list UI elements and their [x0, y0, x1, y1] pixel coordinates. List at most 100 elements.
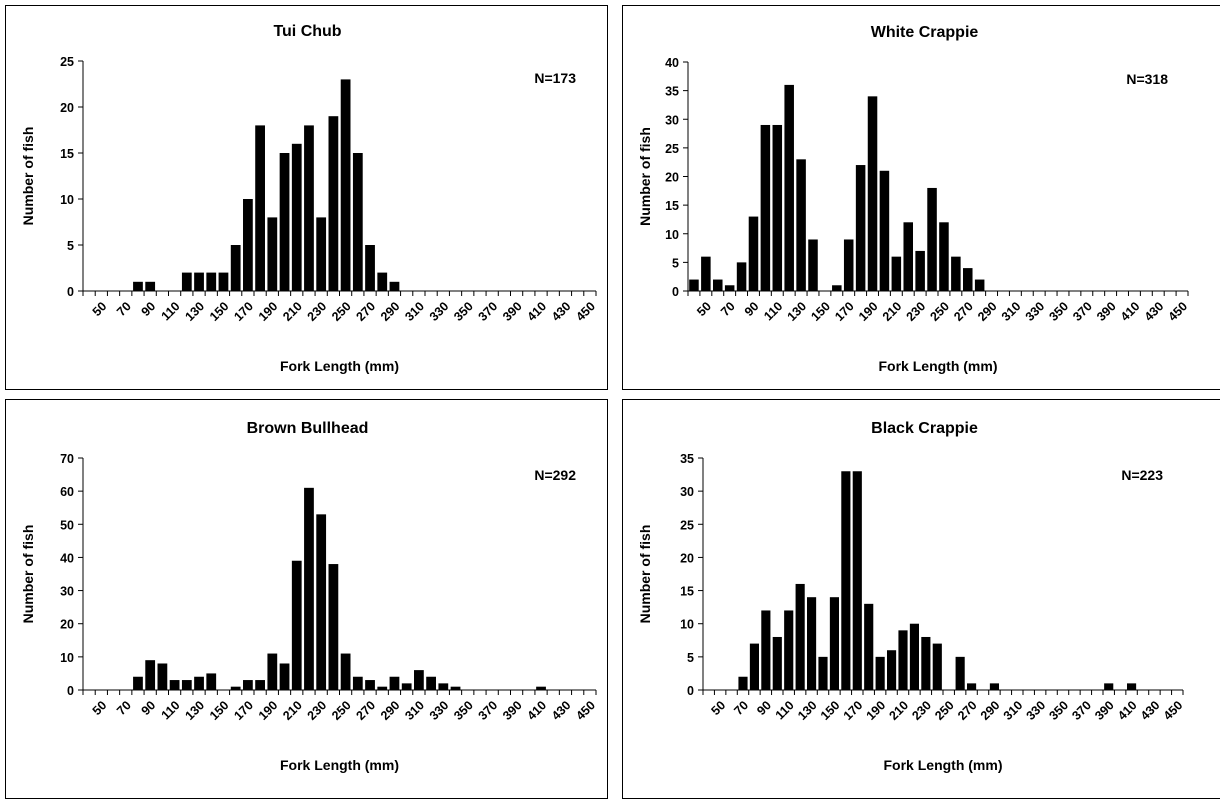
- bar-60mm: [713, 279, 723, 291]
- y-tick-label: 15: [680, 585, 694, 599]
- x-tick-label: 270: [354, 299, 379, 324]
- bar-80mm: [133, 281, 143, 291]
- bar-130mm: [796, 159, 806, 291]
- bar-320mm: [426, 676, 436, 690]
- bar-130mm: [194, 676, 204, 690]
- bar-180mm: [255, 680, 265, 690]
- bar-180mm: [855, 165, 866, 291]
- sample-size-label: N=173: [534, 70, 576, 86]
- x-tick-label: 230: [305, 299, 330, 324]
- y-tick-label: 10: [60, 651, 74, 665]
- bar-160mm: [832, 285, 842, 291]
- x-tick-label: 310: [999, 299, 1024, 324]
- x-tick-label: 310: [402, 698, 427, 723]
- bar-160mm: [230, 686, 241, 690]
- x-tick-label: 430: [1138, 698, 1163, 723]
- bar-330mm: [438, 683, 449, 690]
- bar-160mm: [841, 471, 851, 690]
- chart-title: Black Crappie: [871, 420, 978, 437]
- y-tick-label: 35: [680, 452, 694, 466]
- bar-170mm: [852, 471, 862, 690]
- bar-220mm: [304, 487, 314, 690]
- bar-190mm: [267, 217, 278, 291]
- y-tick-label: 70: [60, 452, 74, 466]
- bar-70mm: [738, 676, 748, 690]
- x-tick-label: 290: [975, 299, 1000, 324]
- y-tick-label: 10: [665, 228, 679, 242]
- bar-120mm: [181, 272, 192, 291]
- y-axis-label: Number of fish: [637, 525, 653, 624]
- x-axis-label: Fork Length (mm): [884, 757, 1003, 773]
- bar-120mm: [784, 84, 794, 292]
- x-tick-label: 70: [114, 299, 134, 319]
- x-tick-label: 190: [256, 299, 281, 324]
- bar-220mm: [903, 222, 913, 291]
- y-tick-label: 40: [60, 551, 74, 565]
- chart-panel-brown-bullhead: Brown Bullhead Number of fish Fork Length …: [5, 399, 608, 799]
- bar-210mm: [891, 256, 902, 291]
- x-tick-label: 150: [207, 299, 232, 324]
- x-tick-label: 290: [378, 698, 403, 723]
- x-tick-label: 390: [1092, 698, 1117, 723]
- chart-title: White Crappie: [871, 24, 979, 41]
- y-tick-label: 35: [665, 85, 679, 99]
- x-tick-label: 270: [955, 698, 980, 723]
- bar-210mm: [291, 560, 302, 690]
- chart-panel-white-crappie: White Crappie Number of fish Fork Length (…: [622, 5, 1220, 390]
- bar-220mm: [304, 125, 314, 292]
- bar-230mm: [921, 636, 931, 690]
- y-tick-label: 30: [60, 585, 74, 599]
- bar-410mm: [536, 686, 546, 690]
- x-tick-label: 290: [978, 698, 1003, 723]
- y-tick-label: 40: [665, 56, 679, 70]
- y-tick-label: 0: [67, 285, 74, 299]
- y-axis-label: Number of fish: [20, 127, 36, 226]
- x-tick-label: 90: [139, 299, 159, 319]
- chart-title: Tui Chub: [273, 23, 341, 40]
- bar-290mm: [989, 683, 999, 690]
- x-tick-label: 250: [927, 299, 952, 324]
- bar-260mm: [352, 676, 363, 690]
- x-tick-label: 50: [90, 299, 110, 319]
- bar-170mm: [843, 239, 854, 291]
- x-tick-label: 250: [329, 299, 354, 324]
- x-tick-label: 70: [718, 299, 738, 319]
- bar-300mm: [401, 683, 412, 690]
- bar-240mm: [932, 643, 942, 690]
- y-tick-label: 5: [672, 256, 679, 270]
- bar-110mm: [784, 610, 794, 690]
- bar-270mm: [365, 680, 375, 690]
- bar-270mm: [963, 268, 973, 291]
- x-tick-label: 430: [549, 299, 574, 324]
- y-tick-label: 20: [680, 551, 694, 565]
- x-tick-label: 390: [1094, 299, 1119, 324]
- bar-100mm: [157, 663, 168, 690]
- histogram-tui-chub: Tui Chub Number of fish Fork Length (mm) N=…: [20, 23, 598, 374]
- chart-title: Brown Bullhead: [247, 420, 369, 437]
- bar-110mm: [772, 124, 783, 291]
- bar-390mm: [1104, 683, 1114, 690]
- y-tick-label: 20: [60, 101, 74, 115]
- bar-120mm: [181, 680, 192, 690]
- bar-410mm: [1127, 683, 1137, 690]
- x-axis-label: Fork Length (mm): [280, 358, 399, 374]
- bar-270mm: [365, 245, 375, 291]
- y-tick-label: 25: [60, 55, 74, 69]
- x-tick-label: 370: [1069, 698, 1094, 723]
- chart-panel-black-crappie: Black Crappie Number of fish Fork Length (…: [622, 399, 1220, 799]
- y-tick-label: 0: [67, 684, 74, 698]
- bar-190mm: [875, 656, 885, 690]
- bar-200mm: [279, 663, 290, 690]
- x-tick-label: 50: [694, 299, 714, 319]
- histogram-black-crappie: Black Crappie Number of fish Fork Length (…: [637, 420, 1185, 773]
- bar-40mm: [689, 279, 699, 291]
- bar-70mm: [724, 285, 735, 291]
- x-tick-label: 370: [476, 698, 501, 723]
- x-tick-label: 210: [280, 698, 305, 723]
- y-tick-label: 30: [665, 113, 679, 127]
- y-axis-label: Number of fish: [637, 127, 653, 226]
- sample-size-label: N=223: [1121, 467, 1163, 483]
- bar-280mm: [377, 686, 388, 690]
- y-tick-label: 20: [665, 171, 679, 185]
- x-tick-label: 330: [427, 299, 452, 324]
